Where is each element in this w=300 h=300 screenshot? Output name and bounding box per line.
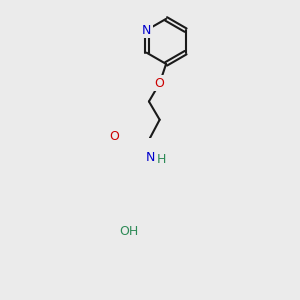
Text: O: O — [155, 77, 165, 90]
Text: N: N — [142, 24, 151, 37]
Text: H: H — [157, 153, 167, 166]
Text: N: N — [145, 151, 155, 164]
Text: O: O — [110, 130, 119, 143]
Text: OH: OH — [119, 225, 138, 238]
